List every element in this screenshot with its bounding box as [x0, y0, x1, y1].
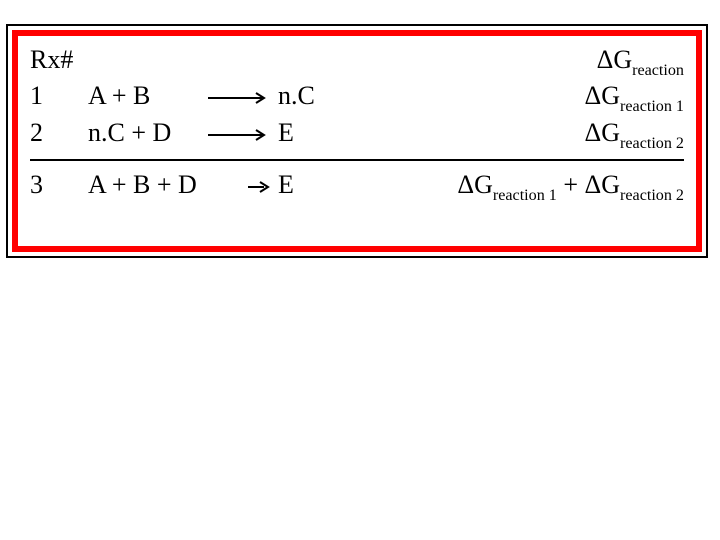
- rx-rhs: n.C: [278, 80, 338, 113]
- rx-dg-sum: ΔGreaction 1 + ΔGreaction 2: [457, 169, 684, 205]
- divider: [30, 159, 684, 161]
- rx-dg: ΔGreaction 2: [585, 117, 684, 153]
- rx-rhs: E: [278, 169, 318, 202]
- rx-number: 3: [30, 169, 88, 202]
- header-row: Rx# ΔGreaction: [30, 44, 684, 80]
- rx-dg: ΔGreaction 1: [585, 80, 684, 116]
- rx-lhs: n.C + D: [88, 117, 208, 150]
- rx-rhs: E: [278, 117, 338, 150]
- reaction-table: Rx# ΔGreaction 1 A + B n.C ΔGreaction 1 …: [12, 30, 702, 252]
- reaction-row: 1 A + B n.C ΔGreaction 1: [30, 80, 684, 116]
- header-rx: Rx#: [30, 44, 88, 77]
- rx-number: 2: [30, 117, 88, 150]
- delta-g-symbol: ΔG: [597, 45, 633, 74]
- rx-lhs: A + B + D: [88, 169, 248, 202]
- arrow-icon: [208, 117, 278, 150]
- reaction-row: 2 n.C + D E ΔGreaction 2: [30, 117, 684, 153]
- header-dg: ΔGreaction: [597, 44, 684, 80]
- sum-row: 3 A + B + D E ΔGreaction 1 + ΔGreaction …: [30, 169, 684, 205]
- arrow-icon: [208, 80, 278, 113]
- rx-lhs: A + B: [88, 80, 208, 113]
- delta-g-sub: reaction: [632, 62, 684, 79]
- arrow-icon: [248, 169, 278, 202]
- rx-number: 1: [30, 80, 88, 113]
